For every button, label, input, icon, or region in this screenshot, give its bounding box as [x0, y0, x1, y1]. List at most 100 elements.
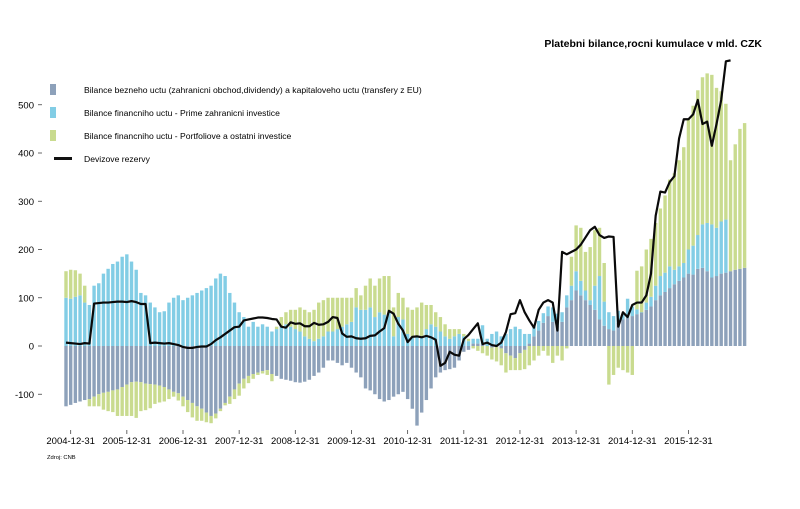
bar-segment-series-0 — [424, 346, 429, 401]
bar-segment-series-1 — [494, 331, 499, 346]
legend: Bilance bezneho uctu (zahranicni obchod,… — [46, 78, 422, 170]
bar-segment-series-1 — [345, 324, 349, 346]
bar-segment-series-1 — [588, 300, 592, 305]
bars — [64, 73, 747, 426]
bar-segment-series-0 — [677, 280, 681, 346]
bar-segment-series-0 — [302, 346, 307, 382]
bar-segment-series-1 — [204, 288, 209, 346]
bar-segment-series-1 — [73, 296, 78, 346]
bar-segment-series-0 — [569, 300, 574, 346]
bar-segment-series-1 — [209, 285, 213, 346]
bar-segment-series-0 — [265, 346, 269, 371]
bar-segment-series-0 — [513, 346, 517, 359]
legend-swatch-reserves — [54, 157, 72, 160]
bar-segment-series-1 — [724, 219, 728, 273]
bar-segment-series-1 — [106, 268, 110, 346]
bar-segment-series-0 — [293, 346, 298, 383]
bar-segment-series-0 — [518, 346, 522, 354]
bar-segment-series-0 — [686, 273, 691, 347]
bar-segment-series-0 — [714, 276, 719, 346]
bar-segment-series-0 — [448, 346, 452, 370]
bar-segment-series-0 — [705, 271, 709, 346]
bar-segment-series-1 — [424, 329, 429, 346]
bar-segment-series-0 — [279, 346, 283, 379]
bar-segment-series-2 — [597, 227, 602, 277]
bar-segment-series-2 — [485, 346, 489, 356]
bar-segment-series-2 — [293, 309, 298, 330]
bar-segment-series-2 — [611, 346, 616, 375]
bar-segment-series-1 — [522, 333, 527, 346]
bar-segment-series-0 — [700, 267, 705, 346]
bar-segment-series-0 — [719, 273, 723, 347]
bar-segment-series-1 — [139, 292, 143, 346]
bar-segment-series-1 — [359, 309, 363, 346]
bar-segment-series-2 — [359, 295, 363, 310]
bar-segment-series-2 — [377, 278, 382, 313]
bar-segment-series-0 — [555, 325, 560, 346]
bar-segment-series-2 — [401, 297, 405, 320]
bar-segment-series-2 — [153, 384, 157, 404]
bar-segment-series-2 — [331, 297, 335, 332]
bar-segment-series-1 — [157, 312, 162, 346]
bar-segment-series-1 — [705, 222, 709, 272]
bar-segment-series-0 — [616, 322, 620, 346]
bar-segment-series-2 — [476, 346, 480, 351]
bar-segment-series-0 — [101, 346, 106, 393]
bar-segment-series-2 — [120, 387, 124, 416]
bar-segment-series-2 — [185, 400, 190, 413]
bar-segment-series-1 — [710, 224, 714, 278]
bar-segment-series-0 — [181, 346, 185, 397]
bar-segment-series-1 — [97, 283, 101, 346]
bar-segment-series-0 — [157, 346, 162, 386]
legend-swatch-current-account — [50, 84, 56, 95]
bar-segment-series-1 — [171, 297, 176, 346]
bar-segment-series-2 — [733, 144, 737, 270]
bar-segment-series-1 — [700, 224, 705, 268]
bar-segment-series-2 — [508, 355, 513, 371]
bar-segment-series-1 — [237, 312, 241, 346]
bar-segment-series-2 — [279, 317, 283, 327]
y-tick-label: 100 — [18, 293, 34, 304]
bar-segment-series-2 — [448, 329, 452, 339]
bar-segment-series-1 — [607, 312, 611, 330]
bar-segment-series-0 — [218, 346, 223, 409]
bar-segment-series-2 — [148, 384, 152, 409]
bar-segment-series-1 — [597, 276, 602, 320]
bar-segment-series-2 — [518, 353, 522, 371]
bar-segment-series-0 — [438, 346, 443, 373]
bar-segment-series-1 — [630, 306, 634, 317]
bar-segment-series-2 — [73, 270, 78, 297]
bar-segment-series-2 — [677, 160, 681, 267]
bar-segment-series-0 — [223, 346, 227, 403]
bar-segment-series-1 — [448, 338, 452, 346]
bar-segment-series-0 — [190, 346, 195, 403]
bar-segment-series-2 — [588, 247, 592, 301]
bar-segment-series-1 — [471, 338, 475, 344]
bar-segment-series-2 — [696, 90, 700, 236]
bar-segment-series-1 — [302, 336, 307, 346]
bar-segment-series-1 — [284, 324, 288, 346]
bar-segment-series-0 — [228, 346, 232, 397]
bar-segment-series-2 — [742, 123, 747, 268]
bar-segment-series-1 — [368, 307, 372, 346]
bar-segment-series-2 — [462, 333, 466, 337]
bar-segment-series-2 — [218, 408, 223, 412]
bar-segment-series-2 — [115, 389, 120, 416]
x-tick-label: 2004-12-31 — [46, 436, 95, 447]
bar-segment-series-2 — [504, 353, 508, 373]
bar-segment-series-2 — [714, 87, 719, 228]
bar-segment-series-2 — [569, 256, 574, 286]
bar-segment-series-0 — [387, 346, 391, 401]
bar-segment-series-2 — [106, 391, 110, 412]
bar-segment-series-0 — [185, 346, 190, 401]
bar-segment-series-2 — [541, 346, 546, 351]
bar-segment-series-1 — [321, 336, 326, 346]
bar-segment-series-0 — [593, 309, 597, 346]
bar-segment-series-1 — [536, 320, 541, 331]
bar-segment-series-0 — [635, 314, 639, 346]
bar-segment-series-1 — [663, 272, 667, 292]
y-tick-label: 500 — [18, 100, 34, 111]
bar-segment-series-0 — [401, 346, 405, 392]
bar-segment-series-0 — [237, 346, 241, 384]
